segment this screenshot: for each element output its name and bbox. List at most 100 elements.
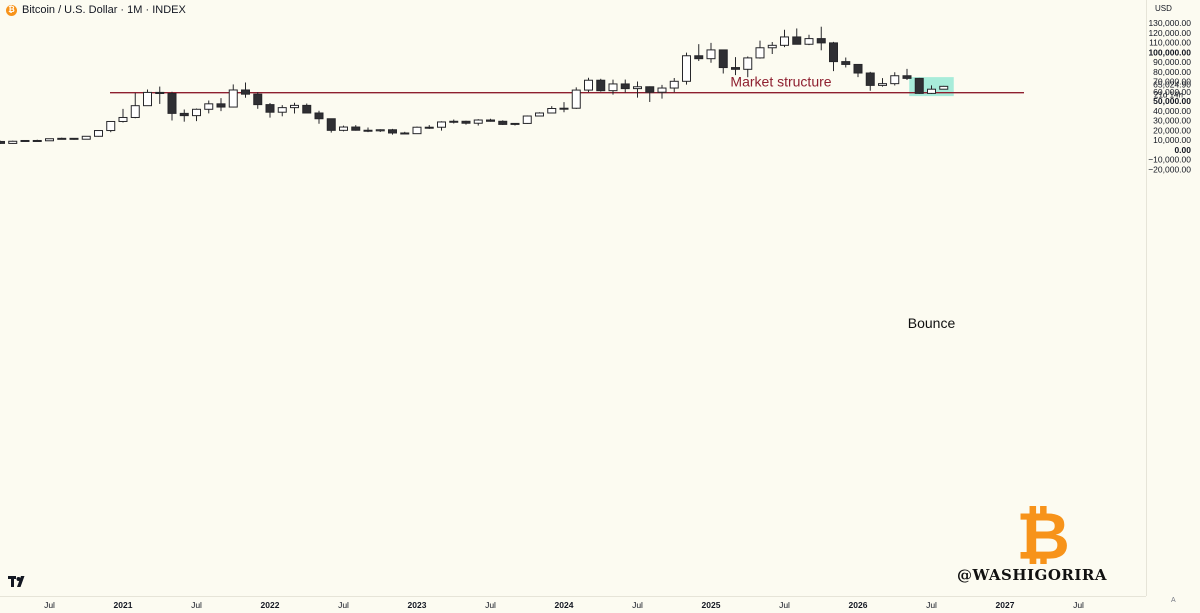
candle-2022-10 — [375, 129, 385, 133]
candle-body-down — [596, 79, 606, 92]
market-structure-label: Market structure — [730, 74, 831, 90]
candle-body-up — [608, 83, 618, 92]
price-tick-label: 50,000.00 — [1153, 96, 1191, 106]
price-tick-label: 100,000.00 — [1148, 47, 1191, 57]
candle-2026-08 — [939, 85, 949, 90]
auto-scale-toggle[interactable]: A — [1171, 597, 1176, 604]
price-axis[interactable]: 130,000.00120,000.00110,000.00100,000.00… — [1148, 18, 1191, 174]
candle-2021-04 — [155, 86, 165, 104]
time-tick-label: Jul — [926, 600, 937, 610]
candle-body-down — [498, 120, 508, 125]
candle-body-down — [0, 140, 5, 144]
candle-body-up — [522, 115, 532, 124]
candle-body-down — [216, 103, 226, 108]
chart-header: ₿ Bitcoin / U.S. Dollar · 1M · INDEX — [6, 3, 186, 17]
candle-countdown: 21d 14h — [1154, 90, 1183, 99]
candle-body-up — [437, 121, 446, 128]
candle-body-down — [167, 92, 177, 114]
candle-2020-12 — [106, 120, 116, 133]
candle-2023-04 — [449, 119, 459, 124]
last-price-label: 65,024.90 — [1153, 79, 1191, 89]
price-tick-label: 0.00 — [1174, 145, 1191, 155]
candle-body-up — [106, 120, 116, 132]
time-tick-label: Jul — [44, 600, 55, 610]
candle-2021-12 — [253, 92, 263, 109]
bitcoin-b-icon: ₿ — [1016, 500, 1070, 564]
candle-2022-03 — [290, 102, 299, 114]
candle-2023-08 — [498, 120, 508, 125]
candle-body-up — [290, 104, 299, 109]
candle-body-down — [816, 38, 826, 44]
candle-body-up — [927, 88, 936, 94]
price-tick-label: 20,000.00 — [1153, 125, 1191, 135]
candle-2023-10 — [522, 115, 532, 124]
time-tick-label: 2027 — [996, 600, 1015, 610]
candle-2023-11 — [535, 112, 544, 117]
tv-logo-icon[interactable] — [8, 576, 28, 588]
candle-2021-06 — [179, 109, 189, 122]
candle-2024-05 — [608, 79, 618, 95]
candle-2022-02 — [277, 105, 287, 117]
candle-2022-01 — [265, 103, 275, 118]
candle-2025-06 — [767, 42, 777, 55]
candle-body-up — [804, 38, 814, 45]
time-tick-label: Jul — [338, 600, 349, 610]
price-tick-label: 130,000.00 — [1148, 18, 1191, 28]
candle-2023-05 — [461, 120, 471, 125]
currency-label[interactable]: USD — [1155, 4, 1172, 13]
candle-2024-03 — [584, 77, 593, 93]
candle-2023-06 — [473, 119, 483, 126]
candle-2025-10 — [816, 26, 826, 51]
annotations: Market structure Bounce — [730, 74, 955, 331]
candle-body-up — [571, 89, 581, 109]
time-axis[interactable]: Jul 2021 Jul 2022 Jul 2023 Jul 2024 Jul 2025 Jul 20… — [44, 600, 1084, 610]
candle-2026-07 — [927, 85, 936, 94]
candle-body-down — [314, 112, 324, 120]
candle-2023-02 — [424, 125, 434, 129]
candle-2021-10 — [228, 84, 238, 108]
candle-2020-11 — [94, 130, 103, 137]
candle-body-down — [363, 129, 373, 132]
candle-body-down — [620, 83, 630, 90]
candle-2024-02 — [571, 87, 581, 109]
candle-body-up — [657, 87, 667, 93]
candle-body-down — [32, 139, 42, 142]
candle-2024-04 — [596, 78, 606, 92]
candle-2025-03 — [731, 57, 740, 76]
price-tick-label: 120,000.00 — [1148, 28, 1191, 38]
candle-body-up — [57, 137, 67, 140]
candle-body-down — [265, 104, 275, 113]
candle-body-up — [277, 107, 287, 113]
candle-2023-09 — [510, 122, 520, 126]
price-tick-label: −10,000.00 — [1148, 155, 1191, 165]
candle-2022-05 — [314, 110, 324, 124]
candle-2025-12 — [841, 57, 851, 68]
candle-body-up — [743, 57, 753, 70]
bitcoin-icon: ₿ — [6, 4, 17, 16]
candle-body-up — [890, 75, 900, 85]
candle-2025-01 — [706, 42, 716, 63]
candle-2026-04 — [890, 72, 900, 86]
time-tick-label: Jul — [485, 600, 496, 610]
candle-2024-11 — [682, 52, 691, 85]
candle-2024-07 — [633, 81, 642, 98]
price-tick-label: 40,000.00 — [1153, 106, 1191, 116]
candle-body-up — [81, 135, 91, 140]
candle-body-up — [449, 120, 459, 123]
price-tick-label: 30,000.00 — [1153, 116, 1191, 126]
candle-body-down — [179, 112, 189, 117]
candle-body-up — [559, 107, 569, 110]
candle-2022-09 — [363, 127, 373, 133]
time-tick-label: 2026 — [849, 600, 868, 610]
candle-2020-08 — [57, 137, 67, 140]
candle-2023-12 — [547, 106, 557, 114]
candle-2021-11 — [241, 82, 250, 98]
candle-body-down — [914, 77, 924, 94]
candle-body-up — [633, 86, 642, 90]
candle-2023-07 — [486, 118, 495, 122]
candle-body-up — [706, 49, 716, 60]
candle-2021-01 — [118, 108, 128, 123]
candle-2023-01 — [412, 126, 422, 135]
candle-body-down — [326, 118, 336, 131]
